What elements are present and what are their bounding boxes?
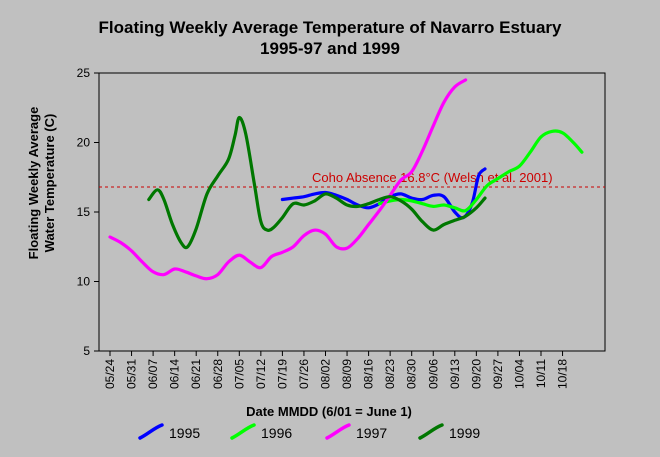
y-axis: 5 10 15 20 25 <box>77 66 99 358</box>
y-tick-label: 25 <box>77 66 91 80</box>
y-axis-title-line2: Water Temperature (C) <box>42 114 57 253</box>
x-tick-label: 06/07 <box>146 359 160 389</box>
x-axis-title: Date MMDD (6/01 = June 1) <box>246 404 412 419</box>
x-tick-label: 09/06 <box>426 359 440 389</box>
legend-label-1995: 1995 <box>169 425 200 441</box>
x-tick-label: 07/26 <box>297 359 311 389</box>
x-tick-label: 10/11 <box>534 359 548 388</box>
chart-subtitle: 1995-97 and 1999 <box>260 39 400 58</box>
legend-swatch-1995 <box>138 423 164 440</box>
x-tick-label: 09/20 <box>469 359 483 389</box>
series-1999-line <box>147 115 487 250</box>
x-tick-label: 10/04 <box>512 359 526 389</box>
y-tick-label: 20 <box>77 136 91 150</box>
legend-swatch-1997 <box>325 423 351 440</box>
x-tick-label: 06/14 <box>168 359 182 389</box>
x-tick-label: 08/30 <box>405 359 419 389</box>
x-tick-label: 08/23 <box>383 359 397 389</box>
x-tick-label: 10/18 <box>556 359 570 389</box>
y-axis-title-line1: Floating Weekly Average <box>26 107 41 260</box>
x-tick-label: 07/12 <box>254 359 268 389</box>
y-tick-label: 15 <box>77 205 91 219</box>
chart-title: Floating Weekly Average Temperature of N… <box>99 18 562 37</box>
x-axis: 05/24 05/31 06/07 06/14 06/21 06/28 07/05 07/12… <box>103 351 570 389</box>
legend-label-1999: 1999 <box>449 425 480 441</box>
series-1996-line <box>377 129 584 213</box>
x-tick-label: 08/16 <box>362 359 376 389</box>
coho-threshold-label: Coho Absence 16.8°C (Welsh et al. 2001) <box>312 170 553 185</box>
x-tick-label: 09/13 <box>448 359 462 389</box>
legend: 1995 1996 1997 1999 <box>138 423 480 441</box>
x-tick-label: 08/09 <box>340 359 354 389</box>
x-tick-label: 08/02 <box>319 359 333 389</box>
x-tick-label: 09/27 <box>491 359 505 389</box>
x-tick-label: 07/19 <box>275 359 289 389</box>
series-layer <box>108 78 584 281</box>
legend-label-1997: 1997 <box>356 425 387 441</box>
y-tick-label: 10 <box>77 275 91 289</box>
legend-swatch-1996 <box>230 423 256 440</box>
y-tick-label: 5 <box>83 344 90 358</box>
x-tick-label: 05/31 <box>125 359 139 389</box>
series-1997-line <box>108 78 468 281</box>
x-tick-label: 06/21 <box>189 359 203 389</box>
x-tick-label: 05/24 <box>103 359 117 389</box>
x-tick-label: 06/28 <box>211 359 225 389</box>
legend-swatch-1999 <box>418 423 444 440</box>
legend-label-1996: 1996 <box>261 425 292 441</box>
x-tick-label: 07/05 <box>232 359 246 389</box>
plot-area <box>98 72 606 352</box>
